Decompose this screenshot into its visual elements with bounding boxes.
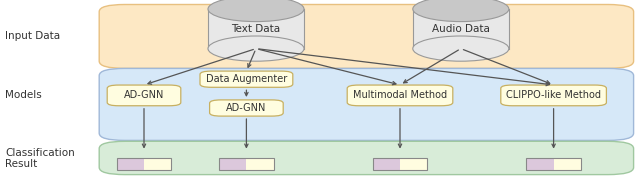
FancyBboxPatch shape — [372, 158, 400, 170]
Text: AD-GNN: AD-GNN — [226, 103, 267, 113]
Text: Classification
Result: Classification Result — [5, 148, 75, 169]
FancyBboxPatch shape — [108, 85, 181, 106]
Polygon shape — [208, 9, 304, 49]
FancyBboxPatch shape — [246, 158, 274, 170]
Ellipse shape — [413, 36, 509, 61]
Ellipse shape — [208, 0, 304, 22]
Text: CLIPPO-like Method: CLIPPO-like Method — [506, 90, 601, 100]
Text: Input Data: Input Data — [5, 31, 60, 41]
FancyBboxPatch shape — [200, 71, 293, 87]
FancyBboxPatch shape — [554, 158, 581, 170]
FancyBboxPatch shape — [400, 158, 428, 170]
Ellipse shape — [413, 0, 509, 22]
Text: Text Data: Text Data — [232, 24, 280, 34]
FancyBboxPatch shape — [347, 85, 453, 106]
FancyBboxPatch shape — [144, 158, 172, 170]
FancyBboxPatch shape — [500, 85, 607, 106]
Text: Models: Models — [5, 90, 42, 100]
Text: AD-GNN: AD-GNN — [124, 90, 164, 100]
Text: Data Augmenter: Data Augmenter — [206, 74, 287, 84]
FancyBboxPatch shape — [99, 4, 634, 68]
FancyBboxPatch shape — [99, 68, 634, 140]
Text: Audio Data: Audio Data — [432, 24, 490, 34]
FancyBboxPatch shape — [219, 158, 246, 170]
Polygon shape — [413, 9, 509, 49]
Text: Multimodal Method: Multimodal Method — [353, 90, 447, 100]
Ellipse shape — [208, 36, 304, 61]
FancyBboxPatch shape — [210, 100, 283, 116]
FancyBboxPatch shape — [116, 158, 144, 170]
FancyBboxPatch shape — [526, 158, 554, 170]
FancyBboxPatch shape — [99, 141, 634, 175]
